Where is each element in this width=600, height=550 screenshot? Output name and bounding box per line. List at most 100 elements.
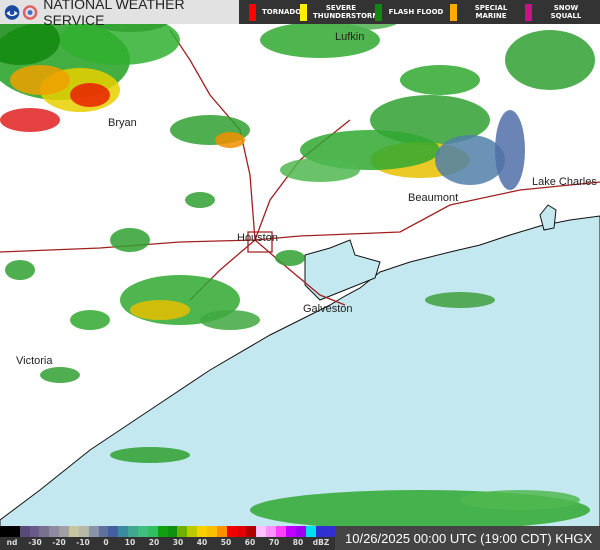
scale-swatch bbox=[315, 526, 326, 537]
scale-label: 10 bbox=[124, 538, 136, 547]
scale-swatch bbox=[98, 526, 109, 537]
scale-label: 70 bbox=[268, 538, 280, 547]
radar-echo bbox=[495, 110, 525, 190]
highway bbox=[169, 29, 256, 241]
scale-label: -10 bbox=[76, 538, 90, 547]
radar-echo bbox=[505, 30, 595, 90]
scale-swatch bbox=[187, 526, 198, 537]
scale-swatch bbox=[9, 526, 20, 537]
city-label: Houston bbox=[237, 232, 278, 244]
radar-echo bbox=[40, 367, 80, 383]
scale-swatch bbox=[167, 526, 178, 537]
scale-swatch bbox=[285, 526, 296, 537]
scale-swatch bbox=[49, 526, 60, 537]
radar-echo bbox=[70, 310, 110, 330]
radar-echo bbox=[10, 65, 70, 95]
scale-swatch bbox=[177, 526, 188, 537]
scale-swatch bbox=[236, 526, 247, 537]
city-label: Bryan bbox=[108, 117, 137, 129]
scale-swatch bbox=[246, 526, 257, 537]
brand: NATIONAL WEATHER SERVICE bbox=[0, 0, 239, 28]
warning-label: FLASH FLOOD bbox=[388, 8, 444, 16]
scale-swatch bbox=[39, 526, 50, 537]
warning-legend-item: SPECIAL MARINE bbox=[450, 3, 519, 21]
scale-label: 50 bbox=[220, 538, 232, 547]
radar-echoes bbox=[0, 8, 595, 530]
scale-swatch bbox=[118, 526, 129, 537]
scale-swatch bbox=[69, 526, 79, 537]
radar-echo bbox=[200, 310, 260, 330]
radar-echo bbox=[130, 300, 190, 320]
scale-label: -20 bbox=[52, 538, 66, 547]
radar-echo bbox=[70, 83, 110, 107]
scale-swatch bbox=[128, 526, 139, 537]
city-label: Victoria bbox=[16, 355, 53, 367]
scale-swatch bbox=[276, 526, 286, 537]
radar-echo bbox=[0, 15, 60, 65]
scale-swatch bbox=[256, 526, 267, 537]
warning-swatch bbox=[300, 3, 307, 21]
radar-echo bbox=[460, 490, 580, 510]
scale-swatch bbox=[19, 526, 30, 537]
warning-label: SEVERE THUNDERSTORM bbox=[313, 4, 380, 20]
timestamp: 10/26/2025 00:00 UTC (19:00 CDT) KHGX bbox=[335, 526, 600, 550]
page-title: NATIONAL WEATHER SERVICE bbox=[43, 0, 185, 28]
scale-swatch bbox=[305, 526, 316, 537]
warning-label: TORNADO bbox=[262, 8, 302, 16]
highway bbox=[254, 239, 346, 306]
scale-swatch bbox=[0, 526, 10, 537]
warning-label: SNOW SQUALL bbox=[550, 4, 582, 20]
scale-label: 30 bbox=[172, 538, 184, 547]
scale-label: 0 bbox=[103, 538, 109, 547]
scale-swatch bbox=[59, 526, 70, 537]
dbz-color-scale: nd -30 -20 -10 0 10 20 30 40 50 60 70 80 dBZ bbox=[0, 526, 336, 550]
warning-swatch bbox=[450, 3, 457, 21]
radar-echo bbox=[185, 192, 215, 208]
scale-swatch bbox=[108, 526, 119, 537]
city-label: Galveston bbox=[303, 303, 353, 315]
radar-echo bbox=[0, 108, 60, 132]
scale-swatch bbox=[207, 526, 217, 537]
scale-swatch bbox=[197, 526, 208, 537]
scale-swatch bbox=[78, 526, 89, 537]
radar-echo bbox=[260, 22, 380, 58]
scale-swatch bbox=[88, 526, 99, 537]
warning-label: SPECIAL MARINE bbox=[474, 4, 508, 20]
scale-label: 20 bbox=[148, 538, 160, 547]
lake-calcasieu bbox=[539, 204, 557, 231]
scale-swatch bbox=[157, 526, 168, 537]
radar-echo bbox=[110, 228, 150, 252]
scale-swatch bbox=[216, 526, 227, 537]
warning-legend-item: SEVERE THUNDERSTORM bbox=[300, 3, 380, 21]
scale-label: -30 bbox=[28, 538, 42, 547]
city-label: Beaumont bbox=[408, 192, 458, 204]
radar-echo bbox=[400, 65, 480, 95]
header: NATIONAL WEATHER SERVICE TORNADO SEVERE T… bbox=[0, 0, 600, 28]
radar-echo bbox=[215, 132, 245, 148]
galveston-bay bbox=[304, 239, 381, 301]
radar-echo bbox=[280, 158, 360, 182]
scale-swatch bbox=[266, 526, 277, 537]
scale-swatch bbox=[295, 526, 306, 537]
scale-swatch bbox=[325, 526, 336, 537]
scale-label: 60 bbox=[244, 538, 256, 547]
radar-echo bbox=[275, 250, 305, 266]
scale-label: nd bbox=[6, 538, 18, 547]
nws-logo-icon bbox=[22, 4, 38, 20]
warning-swatch bbox=[375, 3, 382, 21]
warning-legend-item: SNOW SQUALL bbox=[525, 3, 594, 21]
reflectivity-scale-bar: nd -30 -20 -10 0 10 20 30 40 50 60 70 80 dBZ 10/26/20… bbox=[0, 526, 600, 550]
warning-swatch bbox=[525, 3, 532, 21]
scale-swatch bbox=[138, 526, 148, 537]
scale-swatch bbox=[29, 526, 40, 537]
warning-legend-item: TORNADO bbox=[249, 3, 302, 21]
highway bbox=[247, 231, 273, 253]
radar-echo bbox=[425, 292, 495, 308]
scale-label: 40 bbox=[196, 538, 208, 547]
radar-echo bbox=[435, 135, 505, 185]
city-label: Lufkin bbox=[335, 31, 364, 43]
city-label: Lake Charles bbox=[532, 176, 597, 188]
scale-label: dBZ bbox=[312, 538, 330, 547]
warning-legend: TORNADO SEVERE THUNDERSTORM FLASH FLOOD SPE… bbox=[239, 0, 600, 24]
